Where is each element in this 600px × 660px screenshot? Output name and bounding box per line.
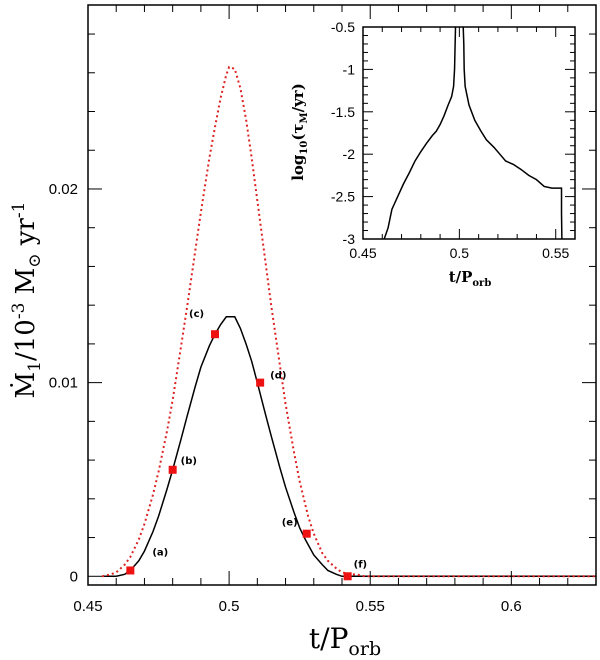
main-series-group — [101, 65, 596, 578]
inset-y-tick-label: -1 — [343, 61, 356, 77]
inset-x-tick-label: 0.5 — [450, 245, 470, 261]
y-axis-label-exp2: -1 — [9, 202, 29, 219]
x-tick-label: 0.5 — [219, 598, 240, 615]
y-axis-label-odot: ⊙ — [25, 253, 45, 267]
y-axis-label-text2: M — [11, 268, 41, 303]
y-tick-label: 0 — [70, 568, 78, 585]
series-comparison-rate — [101, 65, 596, 578]
main-markers-group: (a) (b) (c) (d) (e) (f) — [126, 309, 368, 581]
marker-annotation: (c) — [189, 309, 204, 320]
inset-y-axis-label-text: (τ — [289, 123, 307, 140]
inset-x-tick-label: 0.55 — [542, 245, 569, 261]
y-axis-label-text3: yr — [11, 218, 41, 254]
x-axis-label: t/Porb — [309, 622, 381, 660]
y-axis-label: Ṁ1/10-3 M⊙ yr-1 — [9, 202, 45, 399]
marker-point — [168, 465, 177, 474]
series-mass-transfer-rate — [102, 316, 596, 578]
main-tick-labels: 0.45 0.5 0.55 0.6 0 0.01 0.02 — [49, 181, 522, 615]
x-tick-label: 0.45 — [73, 598, 102, 615]
inset-y-tick-label: -0.5 — [331, 19, 355, 35]
y-tick-label: 0.01 — [49, 375, 78, 392]
main-axis-ticks — [87, 5, 597, 585]
inset-plot-frame — [362, 26, 576, 240]
y-tick-label: 0.02 — [49, 181, 78, 198]
marker-point — [211, 330, 219, 339]
y-axis-label-sub: 1 — [25, 361, 45, 372]
inset-x-axis-label-sub: orb — [472, 278, 491, 289]
x-axis-label-main: t/P — [309, 622, 349, 655]
marker-point — [126, 566, 135, 575]
inset-timescale-rise — [383, 26, 457, 240]
inset-y-axis-label: log10(τM/yr) — [289, 83, 310, 181]
y-axis-label-exp: -3 — [9, 303, 29, 320]
inset-y-tick-label: -1.5 — [331, 104, 355, 120]
inset-y-tick-label: -2.5 — [331, 189, 355, 205]
inset-timescale-fall — [462, 26, 563, 240]
inset-series-group — [383, 26, 563, 240]
marker-annotation: (f) — [354, 559, 368, 570]
inset-tick-labels: 0.45 0.5 0.55 -0.5 -1 -1.5 -2 -2.5 -3 — [331, 19, 570, 261]
x-tick-label: 0.6 — [501, 598, 522, 615]
inset-y-axis-label-sub1: 10 — [299, 141, 310, 155]
y-axis-label-mdot: Ṁ — [10, 372, 41, 399]
inset-y-tick-label: -3 — [343, 231, 356, 247]
inset-y-axis-label-sub2: M — [299, 112, 310, 123]
marker-point — [343, 572, 352, 581]
x-tick-label: 0.55 — [356, 598, 385, 615]
inset-y-axis-label-suffix: /yr) — [289, 83, 307, 112]
inset-x-axis-label-main: t/P — [449, 268, 473, 286]
inset-axis-ticks — [362, 26, 576, 240]
marker-annotation: (d) — [270, 371, 286, 382]
marker-point — [302, 529, 311, 538]
x-axis-label-sub: orb — [348, 638, 381, 660]
y-axis-label-text1: /10 — [11, 319, 41, 361]
marker-point — [256, 378, 265, 387]
marker-annotation: (e) — [282, 518, 298, 529]
inset-x-tick-label: 0.45 — [349, 245, 376, 261]
marker-annotation: (a) — [152, 547, 168, 558]
inset-x-axis-label: t/Porb — [449, 268, 492, 289]
marker-annotation: (b) — [181, 456, 197, 467]
inset-y-axis-label-prefix: log — [289, 154, 307, 181]
inset-y-tick-label: -2 — [343, 146, 356, 162]
